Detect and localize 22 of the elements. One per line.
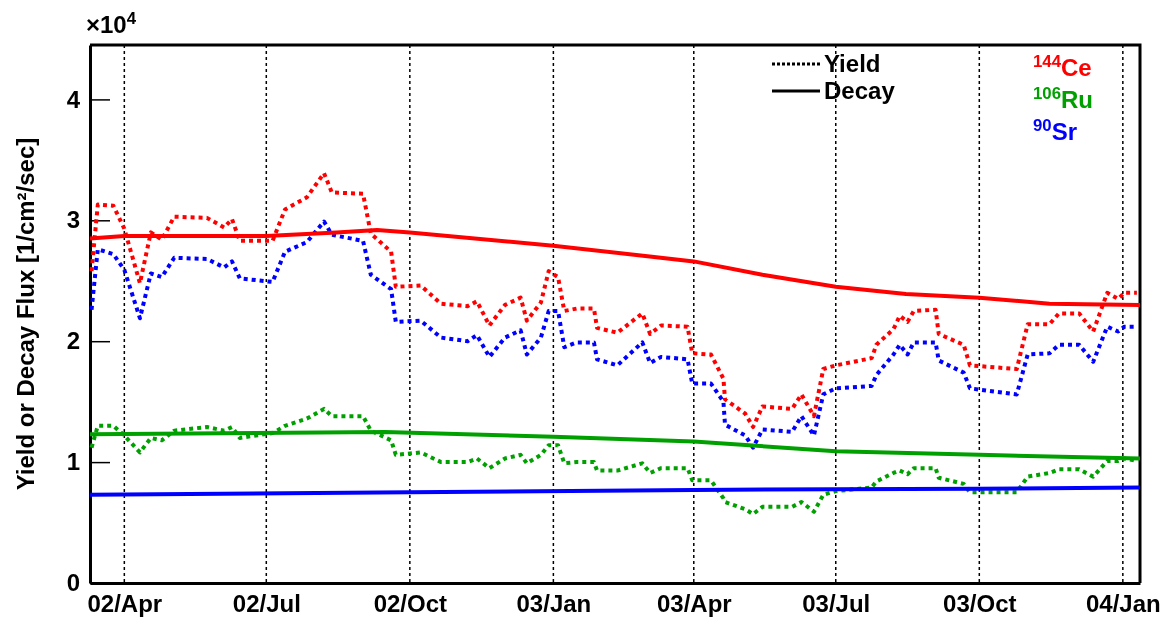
x-tick-label: 03/Oct (943, 590, 1017, 618)
x-tick-label: 03/Jul (802, 590, 871, 618)
x-tick-label: 03/Apr (656, 590, 732, 618)
y-tick-label: 2 (66, 327, 80, 355)
x-tick-label: 02/Apr (87, 590, 163, 618)
x-tick-label: 02/Jul (232, 590, 301, 618)
y-tick-label: 0 (66, 569, 80, 597)
line-series (88, 485, 1142, 497)
annotation: Yield (824, 50, 881, 77)
y-tick-label: 3 (66, 206, 80, 234)
x-tick-label: 02/Oct (373, 590, 448, 618)
text: $^{144}$Ce (1033, 51, 1092, 81)
y-tick-label: 4 (66, 85, 81, 113)
line-series (89, 171, 1139, 430)
x-tick-label: 04/Jan (1085, 590, 1161, 618)
x-tick-label: 03/Jan (516, 590, 592, 618)
annotation: Decay (824, 77, 896, 104)
y-axis-title: Yield or Decay Flux [1/cm²/sec] (12, 137, 39, 491)
text: $^{106}$Ru (1033, 83, 1093, 113)
y-tick-label: 1 (66, 448, 80, 476)
text: ×10$^{4}$ (86, 8, 137, 38)
text: $^{90}$Sr (1033, 115, 1078, 145)
